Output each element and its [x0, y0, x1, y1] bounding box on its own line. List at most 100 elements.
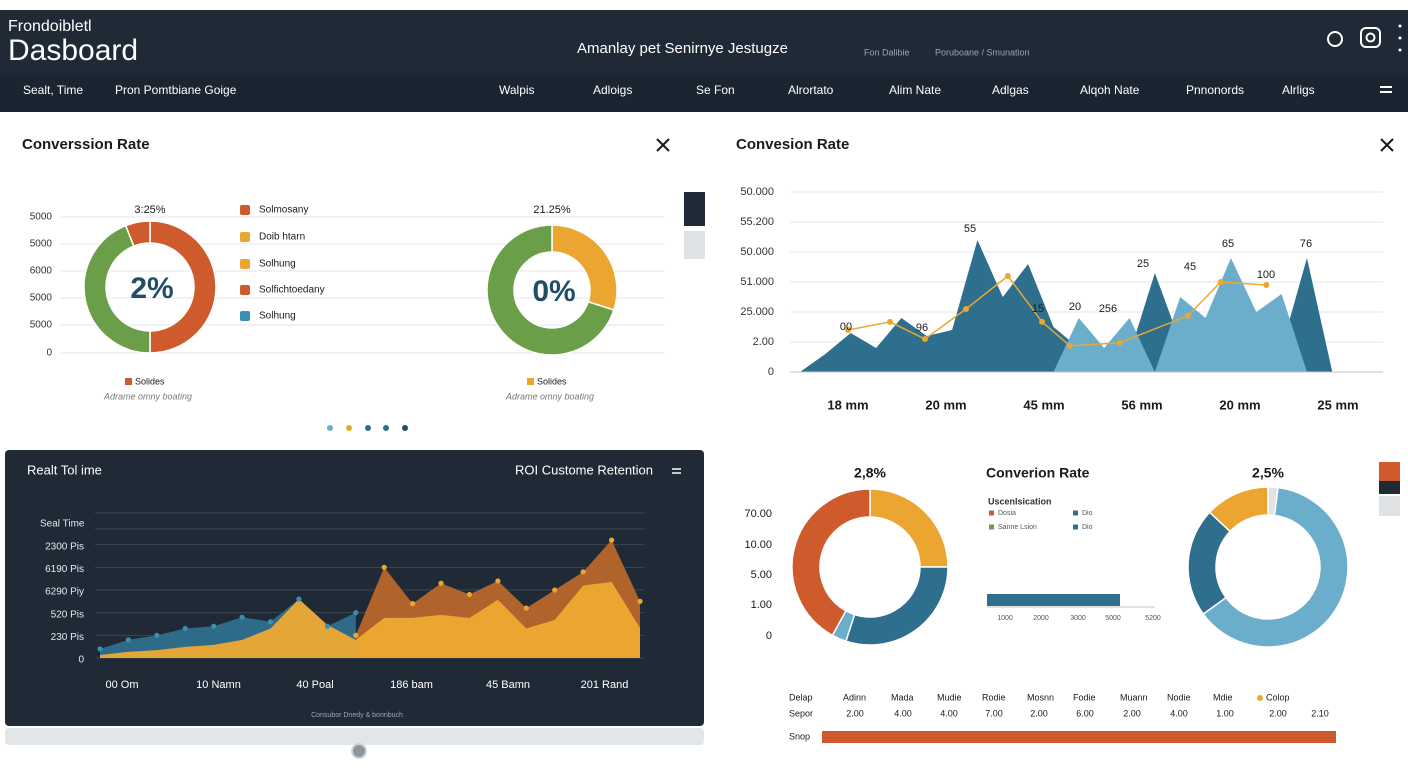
nav-item[interactable]: Pnnonords [1186, 83, 1244, 97]
table-header: Delap [789, 692, 813, 702]
legend-title: Uscenlsication [988, 496, 1052, 506]
table-cell: 2.00 [1269, 708, 1287, 718]
area-point [211, 623, 217, 629]
x-label: 56 mm [1121, 397, 1162, 412]
bar [987, 594, 1120, 606]
icon-dots[interactable] [1398, 24, 1402, 52]
close-button[interactable] [1380, 138, 1394, 152]
y-tick-label: 520 Pis [51, 609, 84, 620]
line-point [921, 336, 928, 342]
area-point [552, 587, 558, 593]
annotation: 100 [1257, 269, 1275, 281]
nav-item[interactable]: Alrortato [788, 83, 834, 97]
y-label: 70.00 [744, 508, 772, 520]
icon-menu[interactable] [1380, 86, 1392, 93]
table-footer-label: Snop [789, 731, 810, 741]
annotation: 25 [1137, 258, 1149, 270]
area-point [438, 580, 444, 586]
table-header: Fodie [1073, 692, 1096, 702]
nav-item[interactable]: Adloigs [593, 83, 632, 97]
nav-item[interactable]: Adlgas [992, 83, 1029, 97]
area-point [296, 596, 302, 602]
area-point [353, 610, 359, 616]
close-line [1380, 138, 1394, 152]
nav-item[interactable]: Sealt, Time [23, 83, 83, 97]
carousel-dots[interactable] [327, 425, 408, 431]
x-label: 45 Bamn [486, 679, 530, 691]
legend-label: Solhung [259, 311, 296, 322]
legend-swatch [1073, 524, 1078, 530]
legend-swatch [989, 524, 994, 530]
carousel-dot[interactable] [327, 425, 333, 431]
area-point [637, 598, 643, 604]
legend-label: Doib htarn [259, 232, 305, 243]
x-label: 186 bam [390, 679, 433, 691]
y-tick-label: 6190 Pis [45, 564, 84, 575]
nav-item[interactable]: Pron Pomtbiane Goige [115, 83, 237, 97]
y-tick-label: 0 [78, 655, 84, 666]
nav-item[interactable]: Alqoh Nate [1080, 83, 1140, 97]
legend-swatch [1073, 510, 1078, 516]
y-tick-label: 2300 Pis [45, 541, 84, 552]
swatch [1379, 481, 1400, 494]
area-point [466, 591, 473, 598]
caption: Adrame omny boating [103, 391, 192, 401]
nav-item[interactable]: Alrligs [1282, 83, 1315, 97]
table-header: Nodie [1167, 692, 1191, 702]
table-header: Adinn [843, 692, 866, 702]
panel-title: Convesion Rate [736, 136, 849, 153]
x-label: 201 Rand [581, 679, 629, 691]
chart-note: Consubor Dnedy & bonnbuch [311, 712, 403, 719]
table-cell: 4.00 [940, 708, 958, 718]
legend-label: Solides [537, 376, 567, 386]
close-button[interactable] [656, 138, 670, 152]
donut-segment [1208, 486, 1269, 533]
donut-label: 2,5% [1252, 465, 1284, 481]
panel-title: Realt Tol ime [27, 462, 102, 477]
nav-item[interactable]: Alim Nate [889, 83, 941, 97]
line-point [1184, 312, 1191, 319]
bar-label: 2000 [1033, 615, 1049, 622]
area-point [97, 646, 103, 652]
nav-item[interactable]: Walpis [499, 83, 535, 97]
table-cell: 2.00 [1123, 708, 1141, 718]
swatch [684, 231, 705, 259]
area [100, 581, 640, 658]
legend-label: Sanne Lsion [998, 524, 1037, 531]
panel-menu[interactable] [672, 468, 681, 474]
nav-item[interactable]: Se Fon [696, 83, 735, 97]
y-tick-label: 51.000 [740, 276, 774, 288]
carousel-dot[interactable] [365, 425, 371, 431]
table-cell: 2.10 [1311, 708, 1329, 718]
donut-segment [1202, 486, 1349, 648]
y-label: 5000 [30, 212, 53, 223]
icon-square[interactable] [1360, 27, 1381, 48]
y-label: 5.00 [751, 569, 772, 581]
header-title: Amanlay pet Senirnye Jestugze [577, 40, 788, 57]
table-header: Mada [891, 692, 914, 702]
carousel-dot[interactable] [402, 425, 408, 431]
y-axis-title: Seal Time [40, 519, 85, 530]
line-point [845, 327, 852, 333]
carousel-dot[interactable] [383, 425, 389, 431]
annotation: 00 [840, 321, 852, 333]
close-line [656, 138, 670, 152]
annotation: 20 [1069, 301, 1081, 313]
x-label: 45 mm [1023, 397, 1064, 412]
area-point [495, 578, 501, 584]
scroll-handle[interactable] [351, 743, 367, 759]
bar-label: 3000 [1070, 615, 1086, 622]
y-label: 6000 [30, 266, 53, 277]
header-link[interactable]: Poruboane / Smunation [935, 47, 1030, 57]
donut-label: 2,8% [854, 465, 886, 481]
header-link[interactable]: Fon Dalibie [864, 47, 910, 57]
nav-bar [0, 73, 1408, 112]
annotation: 45 [1184, 261, 1196, 273]
area-point [523, 605, 529, 611]
area-point [381, 564, 387, 570]
x-label: 20 mm [925, 397, 966, 412]
icon-circle[interactable] [1327, 31, 1343, 47]
legend-swatch [527, 378, 534, 385]
carousel-dot[interactable] [346, 425, 352, 431]
legend-label: Solfichtoedany [259, 285, 325, 296]
